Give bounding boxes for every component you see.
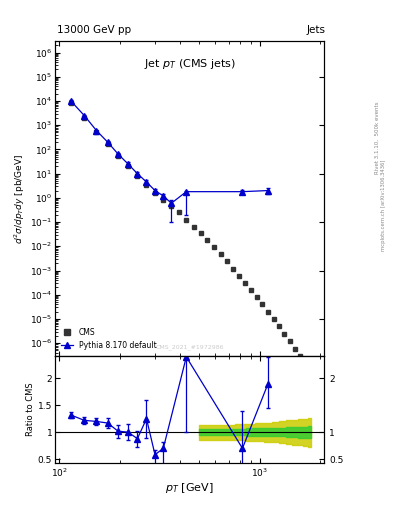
Text: mcplots.cern.ch [arXiv:1306.3436]: mcplots.cern.ch [arXiv:1306.3436] [381,159,386,250]
Text: Rivet 3.1.10,  500k events: Rivet 3.1.10, 500k events [375,102,380,175]
Text: CMS_2021_#1972986: CMS_2021_#1972986 [155,344,224,350]
X-axis label: $p_T$ [GeV]: $p_T$ [GeV] [165,481,214,495]
Legend: CMS, Pythia 8.170 default: CMS, Pythia 8.170 default [59,326,159,352]
Text: Jets: Jets [307,25,325,35]
Y-axis label: Ratio to CMS: Ratio to CMS [26,383,35,436]
Text: 13000 GeV pp: 13000 GeV pp [57,25,131,35]
Text: Jet $p_T$ (CMS jets): Jet $p_T$ (CMS jets) [143,57,236,71]
Y-axis label: $d^2\sigma/dp_T dy\ \mathrm{[pb/GeV]}$: $d^2\sigma/dp_T dy\ \mathrm{[pb/GeV]}$ [13,153,27,244]
